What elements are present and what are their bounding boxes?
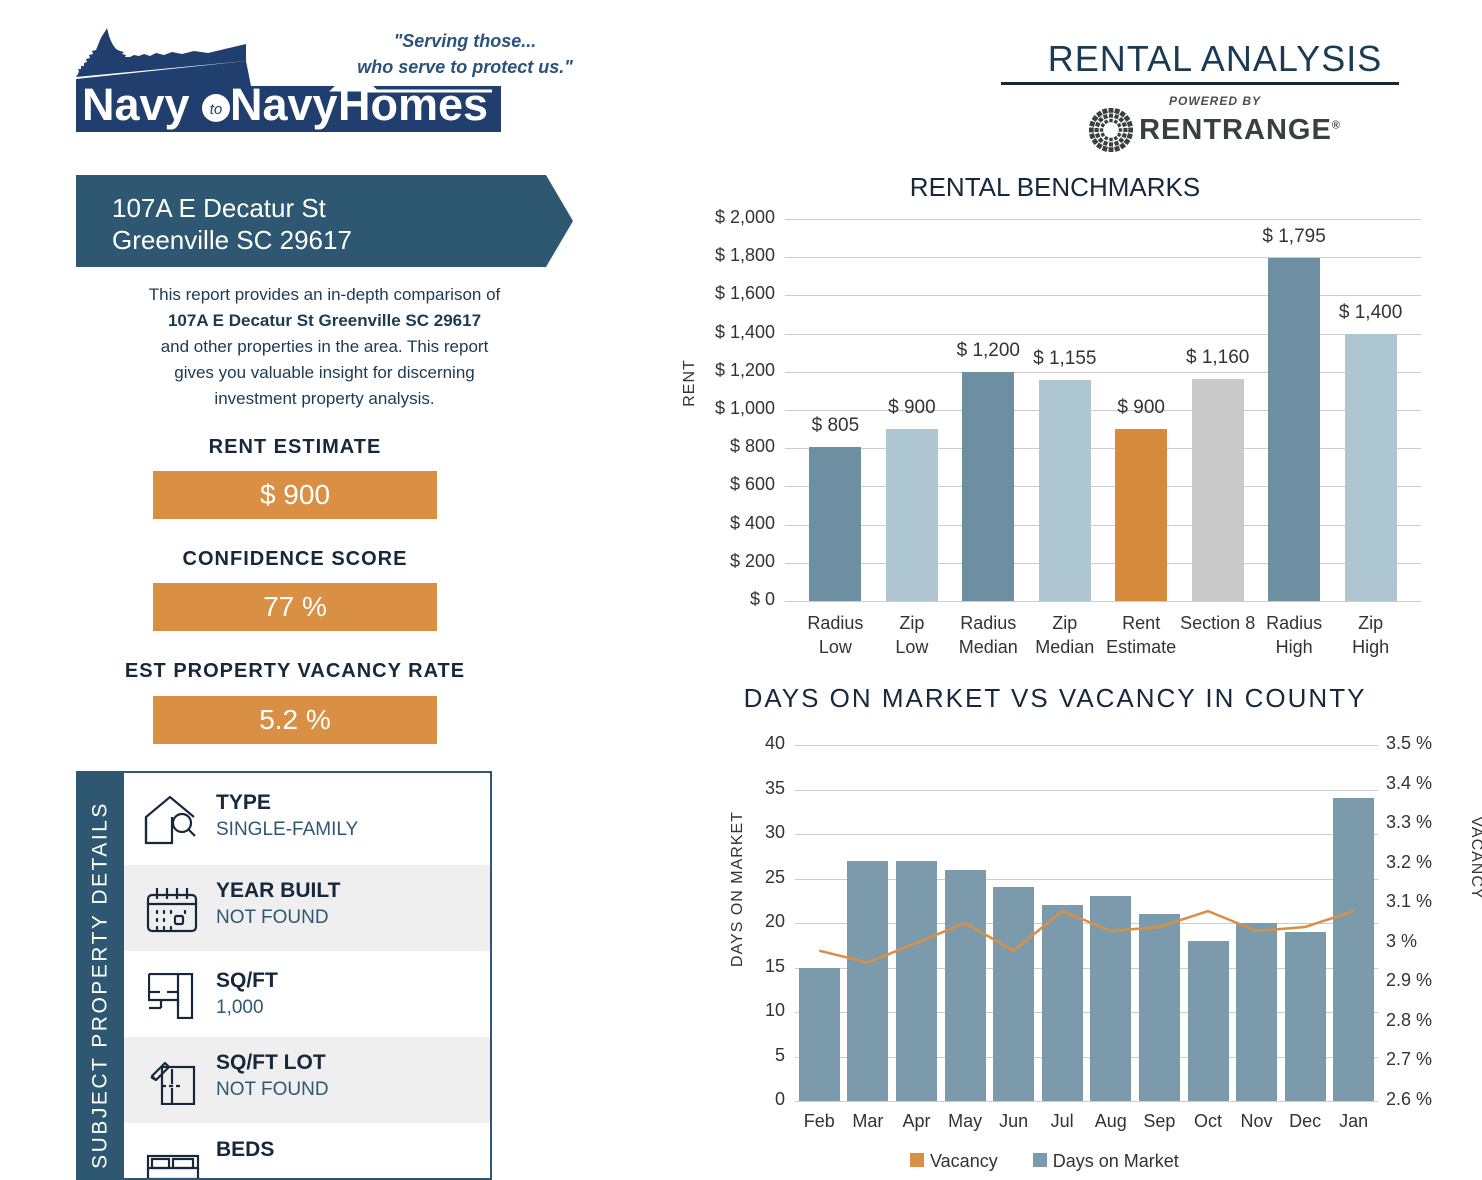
svg-text:Navy: Navy	[230, 79, 338, 130]
svg-text:Homes: Homes	[338, 79, 488, 130]
svg-text:to: to	[210, 101, 223, 118]
svg-text:Navy: Navy	[82, 79, 190, 130]
